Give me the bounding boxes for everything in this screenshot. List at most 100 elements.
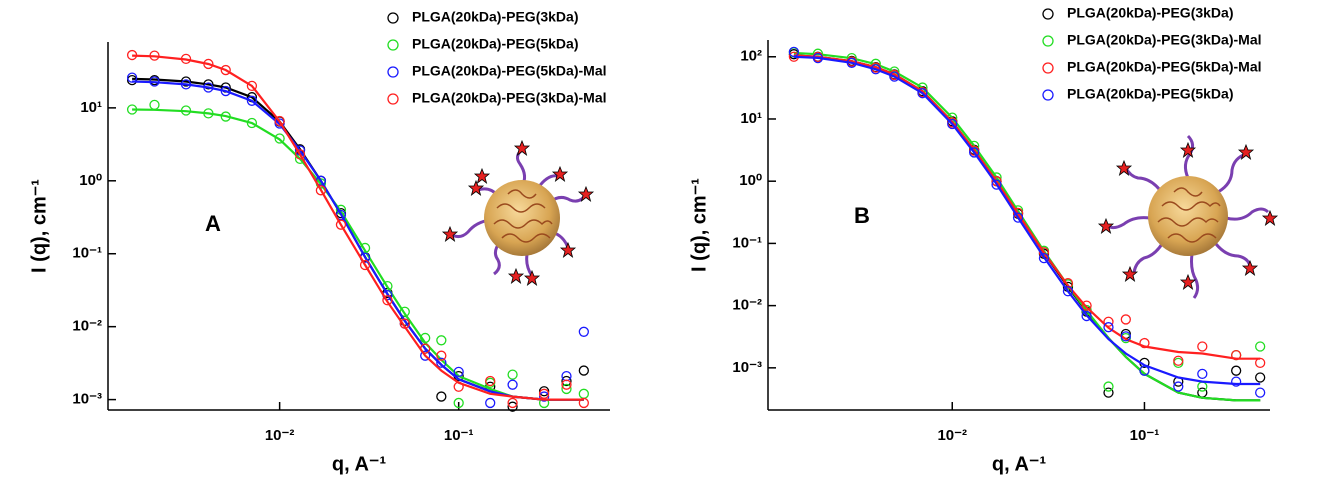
data-point — [436, 350, 447, 361]
legend-label: PLGA(20kDa)-PEG(5kDa) — [412, 36, 579, 52]
data-point — [1255, 372, 1266, 383]
legend-marker — [387, 93, 399, 105]
data-point — [1197, 381, 1208, 392]
data-point — [538, 386, 550, 397]
data-point — [1038, 252, 1050, 264]
data-point — [485, 397, 496, 409]
data-point — [561, 375, 572, 387]
legend-label: PLGA(20kDa)-PEG(3kDa) — [1067, 5, 1234, 21]
data-point — [274, 133, 285, 144]
x-tick-label: 10⁻² — [937, 427, 967, 444]
data-point — [436, 335, 447, 346]
data-point — [335, 219, 347, 230]
data-point — [991, 179, 1002, 190]
data-point — [1081, 300, 1092, 311]
legend-marker — [387, 39, 399, 51]
legend-marker — [1042, 89, 1054, 101]
x-tick-label: 10⁻¹ — [1130, 427, 1160, 444]
data-point — [1173, 355, 1184, 366]
y-tick-label: 10¹ — [740, 110, 762, 127]
data-point — [1103, 322, 1114, 333]
legend-label: PLGA(20kDa)-PEG(5kDa) — [1067, 86, 1234, 102]
annotation: B — [854, 203, 870, 228]
data-point — [453, 366, 464, 378]
data-point — [1103, 381, 1114, 392]
data-point — [1173, 357, 1184, 369]
legend-label: PLGA(20kDa)-PEG(3kDa) — [412, 9, 579, 25]
data-point — [1197, 341, 1208, 352]
legend-label: PLGA(20kDa)-PEG(3kDa)-Mal — [412, 90, 607, 106]
y-tick-label: 10² — [740, 48, 762, 65]
data-point — [889, 71, 900, 82]
data-point — [420, 350, 431, 361]
data-point — [1173, 381, 1184, 392]
data-point — [149, 99, 160, 110]
data-point — [436, 391, 447, 402]
data-point — [538, 388, 550, 399]
data-point — [220, 64, 231, 76]
data-point — [1197, 368, 1208, 380]
y-tick-label: 10⁻² — [72, 318, 102, 335]
data-point — [399, 306, 410, 317]
data-point — [947, 118, 958, 130]
y-tick-label: 10⁻¹ — [732, 234, 762, 251]
data-point — [1231, 365, 1242, 376]
data-point — [436, 357, 447, 368]
data-point — [507, 397, 518, 409]
y-tick-label: 10⁻² — [732, 297, 762, 314]
y-tick-label: 10⁰ — [79, 172, 102, 189]
data-point — [126, 74, 138, 86]
x-axis-label: q, A⁻¹ — [992, 453, 1047, 475]
data-point — [538, 391, 550, 402]
annotation: A — [205, 211, 221, 236]
data-point — [561, 383, 572, 395]
legend-label: PLGA(20kDa)-PEG(5kDa)-Mal — [1067, 59, 1262, 75]
data-point — [578, 326, 589, 337]
data-point — [1231, 376, 1242, 387]
legend-marker — [1042, 35, 1054, 47]
data-point — [870, 64, 881, 75]
y-tick-label: 10⁻³ — [732, 359, 762, 376]
fit-line — [132, 54, 584, 401]
data-point — [968, 147, 980, 158]
legend-marker — [387, 12, 399, 24]
y-tick-label: 10⁻³ — [72, 391, 102, 408]
data-point — [561, 379, 572, 390]
data-point — [507, 369, 518, 380]
data-point — [315, 185, 327, 196]
x-axis-label: q, A⁻¹ — [332, 453, 387, 475]
legend-label: PLGA(20kDa)-PEG(3kDa)-Mal — [1067, 32, 1262, 48]
data-point — [453, 397, 464, 409]
y-axis-label: I (q), cm⁻¹ — [688, 178, 710, 272]
data-point — [485, 375, 496, 387]
data-point — [578, 388, 589, 399]
data-point — [917, 88, 928, 99]
y-tick-label: 10⁰ — [739, 172, 762, 189]
data-point — [507, 379, 518, 390]
data-point — [578, 397, 589, 409]
x-tick-label: 10⁻² — [265, 427, 295, 444]
data-point — [1120, 314, 1131, 325]
fit-line — [793, 55, 1261, 386]
data-point — [1081, 310, 1092, 322]
data-point — [788, 46, 800, 57]
particle-a — [442, 140, 594, 286]
data-point — [507, 401, 518, 412]
y-tick-label: 10¹ — [80, 99, 102, 116]
panel: 10⁻³ 10⁻² 10⁻¹ 10⁰ 10¹ 10⁻² 10⁻¹ q, A⁻¹ I (q), c… — [28, 9, 610, 475]
legend-marker — [387, 66, 399, 78]
data-point — [382, 295, 393, 306]
x-tick-label: 10⁻¹ — [444, 427, 474, 444]
data-point — [1255, 387, 1266, 398]
y-tick-label: 10⁻¹ — [72, 245, 102, 262]
data-point — [1062, 286, 1074, 297]
fit-line — [793, 54, 1261, 360]
data-point — [246, 80, 258, 92]
particle-b — [1098, 134, 1278, 299]
data-point — [1255, 341, 1266, 352]
legend-marker — [1042, 8, 1054, 20]
legend-marker — [1042, 62, 1054, 74]
legend-label: PLGA(20kDa)-PEG(5kDa)-Mal — [412, 63, 607, 79]
data-point — [1103, 387, 1114, 398]
